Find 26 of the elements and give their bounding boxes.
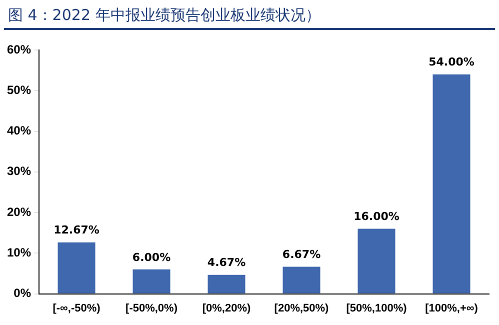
y-tick-label: 60% — [6, 42, 32, 56]
x-tick-label: [20%,50%) — [274, 302, 330, 314]
bar — [282, 266, 320, 294]
bar — [432, 74, 470, 294]
x-tick-label: [50%,100%) — [346, 302, 408, 314]
chart-title: 图 4：2022 年中报业绩预告创业板业绩状况） — [4, 2, 495, 30]
data-label: 16.00% — [354, 210, 400, 224]
bar — [132, 269, 170, 294]
y-tick-label: 50% — [6, 82, 32, 97]
data-label: 6.67% — [282, 248, 321, 262]
bar — [358, 228, 396, 294]
y-tick-label: 10% — [6, 245, 32, 260]
y-tick-label: 20% — [6, 204, 32, 219]
y-tick-label: 30% — [6, 164, 32, 178]
x-tick-label: [0%,20%) — [202, 302, 251, 314]
x-tick-label: [-∞,-50%) — [52, 302, 101, 314]
data-label: 12.67% — [54, 224, 100, 237]
data-label: 54.00% — [428, 56, 474, 69]
data-label: 6.00% — [132, 250, 171, 264]
bar — [58, 242, 96, 294]
x-tick-label: [-50%,0%) — [126, 302, 178, 314]
y-tick-label: 0% — [14, 286, 32, 300]
data-label: 4.67% — [207, 256, 246, 270]
x-tick-label: [100%,+∞) — [425, 302, 478, 314]
y-tick-label: 40% — [6, 124, 32, 138]
bar — [208, 274, 246, 294]
